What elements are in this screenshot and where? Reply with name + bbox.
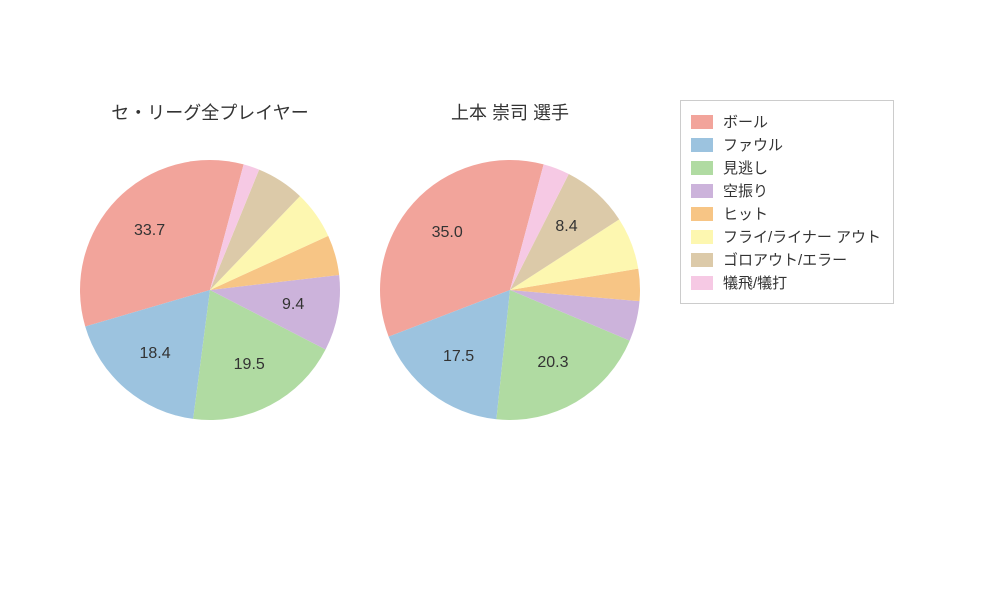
legend-item: ファウル bbox=[691, 134, 881, 155]
chart-title: 上本 崇司 選手 bbox=[451, 99, 569, 125]
legend-swatch bbox=[691, 207, 713, 221]
pie-chart bbox=[78, 158, 342, 422]
legend-label: ヒット bbox=[723, 203, 768, 224]
legend-swatch bbox=[691, 115, 713, 129]
legend-swatch bbox=[691, 253, 713, 267]
legend-label: ゴロアウト/エラー bbox=[723, 249, 847, 270]
legend-swatch bbox=[691, 161, 713, 175]
legend-item: 犠飛/犠打 bbox=[691, 272, 881, 293]
legend-item: ボール bbox=[691, 111, 881, 132]
legend-item: ゴロアウト/エラー bbox=[691, 249, 881, 270]
legend-swatch bbox=[691, 276, 713, 290]
legend-label: 見逃し bbox=[723, 157, 768, 178]
legend: ボールファウル見逃し空振りヒットフライ/ライナー アウトゴロアウト/エラー犠飛/… bbox=[680, 100, 894, 304]
legend-label: 犠飛/犠打 bbox=[723, 272, 787, 293]
figure: セ・リーグ全プレイヤー33.718.419.59.4上本 崇司 選手35.017… bbox=[0, 0, 1000, 600]
legend-item: ヒット bbox=[691, 203, 881, 224]
legend-item: 空振り bbox=[691, 180, 881, 201]
pie-chart bbox=[378, 158, 642, 422]
legend-item: 見逃し bbox=[691, 157, 881, 178]
legend-swatch bbox=[691, 138, 713, 152]
legend-label: フライ/ライナー アウト bbox=[723, 226, 881, 247]
chart-title: セ・リーグ全プレイヤー bbox=[111, 99, 308, 125]
legend-swatch bbox=[691, 184, 713, 198]
legend-item: フライ/ライナー アウト bbox=[691, 226, 881, 247]
legend-swatch bbox=[691, 230, 713, 244]
legend-label: ファウル bbox=[723, 134, 783, 155]
legend-label: ボール bbox=[723, 111, 768, 132]
legend-label: 空振り bbox=[723, 180, 768, 201]
